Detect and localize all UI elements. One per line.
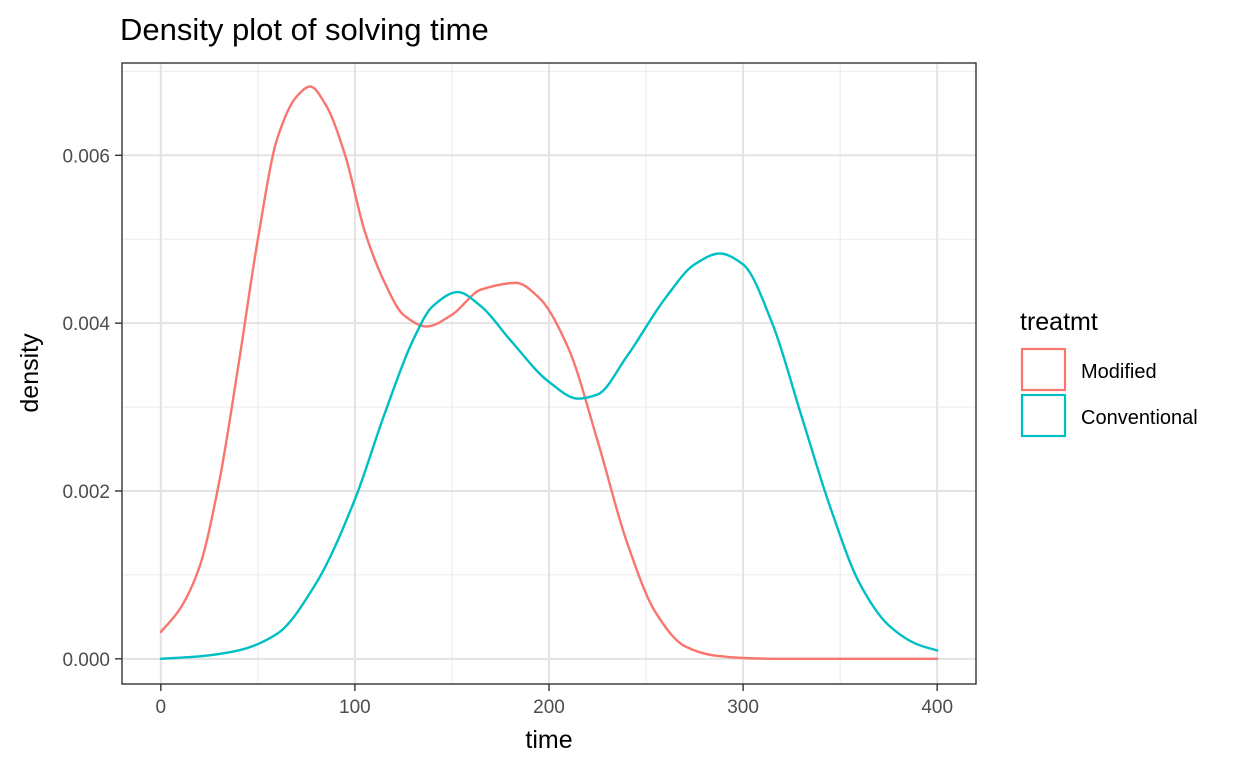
y-axis-title: density bbox=[16, 333, 44, 413]
x-tick-label: 0 bbox=[156, 697, 167, 718]
x-axis: 0 100 200 300 400 bbox=[156, 684, 953, 718]
x-tick-label: 300 bbox=[727, 697, 759, 718]
y-tick-label: 0.002 bbox=[62, 482, 110, 503]
major-gridlines bbox=[122, 63, 976, 684]
y-tick-label: 0.004 bbox=[62, 314, 110, 335]
legend-label-modified: Modified bbox=[1081, 361, 1157, 383]
legend-key-conventional bbox=[1020, 393, 1067, 438]
series-line-modified bbox=[159, 85, 939, 661]
y-tick-label: 0.000 bbox=[62, 650, 110, 671]
x-tick-label: 400 bbox=[921, 697, 953, 718]
legend-title: treatmt bbox=[1020, 308, 1098, 336]
legend-label-conventional: Conventional bbox=[1081, 407, 1198, 429]
series-line-conventional bbox=[159, 252, 939, 661]
x-axis-title: time bbox=[525, 726, 572, 754]
y-tick-label: 0.006 bbox=[62, 146, 110, 167]
legend-key-modified bbox=[1020, 347, 1067, 392]
y-axis: 0.000 0.002 0.004 0.006 bbox=[62, 146, 122, 671]
x-tick-label: 100 bbox=[339, 697, 371, 718]
series-layer bbox=[159, 85, 939, 661]
chart-title: Density plot of solving time bbox=[120, 12, 489, 47]
x-tick-label: 200 bbox=[533, 697, 565, 718]
legend: treatmt Modified Conventional bbox=[1020, 308, 1198, 438]
legend-entries: Modified Conventional bbox=[1020, 347, 1198, 438]
